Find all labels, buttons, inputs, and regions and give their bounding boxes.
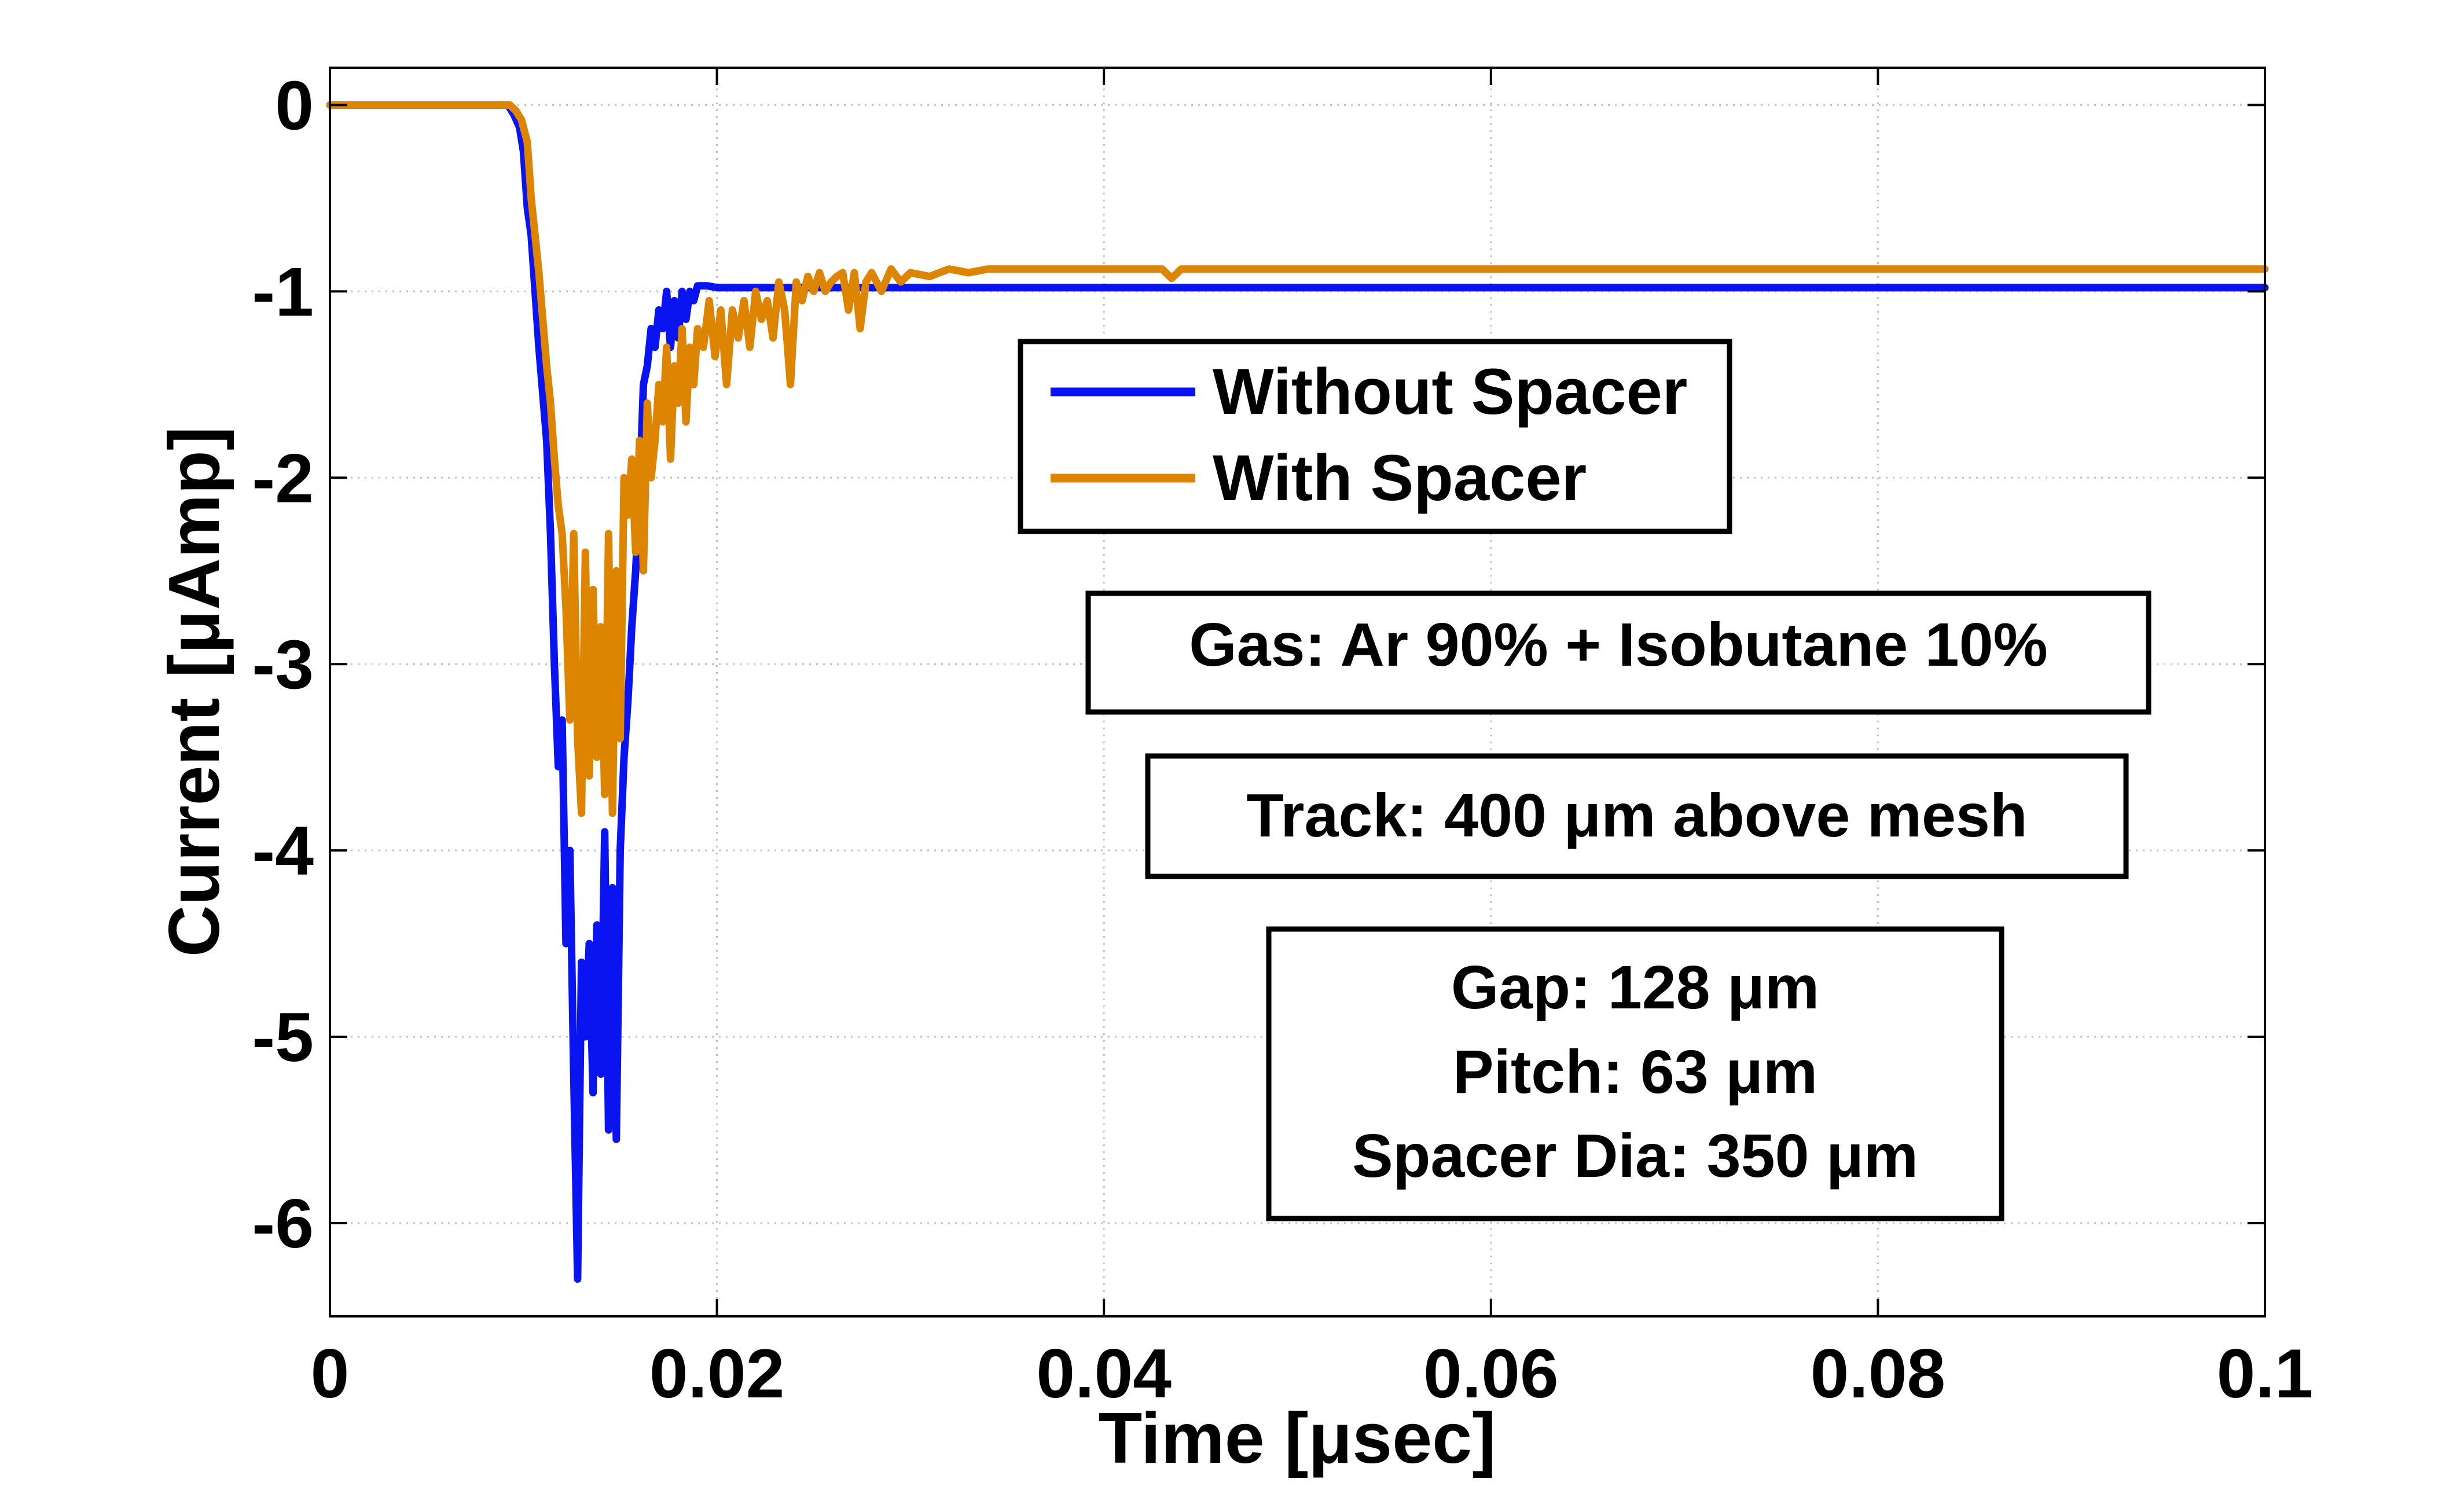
x-tick-label: 0.08	[1811, 1335, 1946, 1412]
y-tick-label: -6	[252, 1185, 314, 1263]
legend-label-with-spacer: With Spacer	[1213, 442, 1587, 514]
y-tick-label: -4	[252, 812, 314, 890]
y-tick-label: 0	[275, 67, 314, 144]
geometry-annotation: Gap: 128 μm Pitch: 63 μm Spacer Dia: 350…	[1266, 926, 2004, 1221]
track-text: Track: 400 μm above mesh	[1246, 781, 2027, 850]
x-tick-label: 0.06	[1423, 1335, 1559, 1412]
y-tick-label: -5	[252, 999, 314, 1076]
series-line-with-spacer	[326, 101, 2269, 817]
ticks: 0 0.02 0.04 0.06 0.08 0.1 0 -1 -2 -3 -4 -5 -6	[252, 67, 2313, 1412]
y-tick-label: -1	[252, 253, 314, 331]
x-axis-label: Time [μsec]	[1099, 1399, 1496, 1478]
series-layer	[326, 101, 2269, 1283]
plot-frame	[329, 67, 2266, 1318]
x-tick-label: 0.02	[649, 1335, 785, 1412]
track-box	[1145, 753, 2129, 879]
legend-box	[1018, 339, 1732, 534]
geometry-box	[1266, 926, 2004, 1221]
x-tick-label: 0.1	[2217, 1335, 2314, 1412]
y-tick-label: -2	[252, 439, 314, 517]
geometry-spacer-text: Spacer Dia: 350 μm	[1352, 1122, 1918, 1190]
x-tick-label: 0.04	[1036, 1335, 1172, 1412]
track-annotation: Track: 400 μm above mesh	[1145, 753, 2129, 879]
gas-box	[1085, 590, 2151, 715]
gas-text: Gas: Ar 90% + Isobutane 10%	[1189, 611, 2048, 679]
legend-label-without-spacer: Without Spacer	[1213, 355, 1687, 428]
y-tick-label: -3	[252, 626, 314, 703]
series-line-without-spacer	[326, 101, 2269, 1283]
legend: Without Spacer With Spacer	[1018, 339, 1732, 534]
geometry-gap-text: Gap: 128 μm	[1451, 953, 1819, 1022]
y-axis-label: Current [μAmp]	[155, 427, 234, 957]
gas-annotation: Gas: Ar 90% + Isobutane 10%	[1085, 590, 2151, 715]
geometry-pitch-text: Pitch: 63 μm	[1453, 1038, 1818, 1106]
x-tick-label: 0	[311, 1335, 350, 1412]
